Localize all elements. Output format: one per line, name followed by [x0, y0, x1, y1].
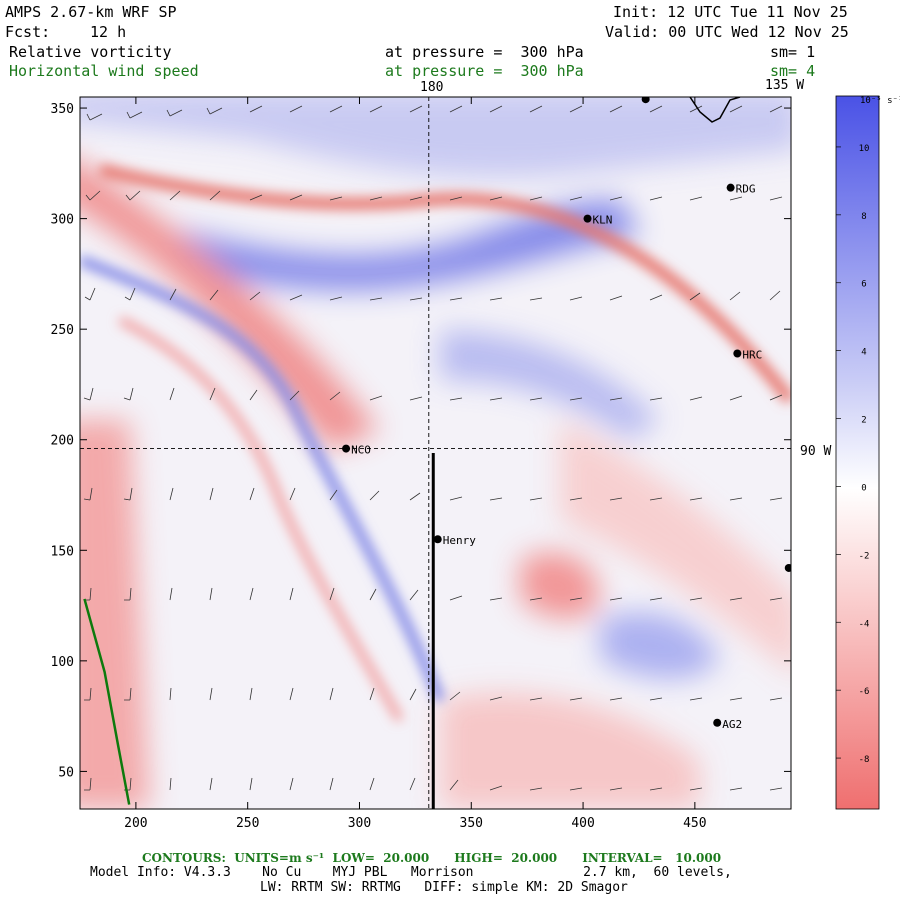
model-title: AMPS 2.67-km WRF SP [5, 3, 177, 21]
station-label: RDG [736, 183, 756, 196]
map-overlays: NCO Henry KLN RDG HRC AG2 [80, 97, 791, 809]
station-marker [583, 214, 592, 223]
coastline [689, 97, 741, 123]
y-tick-label: 200 [51, 434, 74, 449]
colorbar-tick-label: 8 [861, 212, 866, 222]
colorbar-tick-label: 6 [861, 280, 866, 290]
colorbar-tick-label: -2 [859, 551, 870, 561]
colorbar-tick-label: 10 [859, 144, 870, 154]
station-marker [713, 718, 722, 727]
init-time: Init: 12 UTC Tue 11 Nov 25 [613, 3, 848, 21]
vorticity-field: NCO Henry KLN RDG HRC AG2 [80, 97, 791, 809]
plot-frame [79, 96, 792, 810]
station-label: HRC [742, 348, 762, 361]
colorbar-tick-label: 4 [861, 348, 866, 358]
field1-name: Relative vorticity [9, 43, 172, 61]
forecast-hour: 12 h [90, 23, 127, 41]
station-marker [733, 349, 742, 358]
field1-level: at pressure = 300 hPa [385, 43, 584, 61]
y-tick-label: 250 [51, 323, 74, 338]
colorbar-tick-label: 0 [861, 483, 866, 493]
colorbar-tick-label: -8 [859, 755, 870, 765]
station-marker [342, 444, 351, 453]
x-tick-label: 400 [571, 816, 594, 831]
field2-smoothing: sm= 4 [770, 62, 816, 80]
station-marker [726, 183, 735, 192]
model-info: Model Info: V4.3.3 No Cu MYJ PBL Morriso… [90, 865, 732, 880]
x-tick-label: 200 [124, 816, 147, 831]
contour-info: CONTOURS: UNITS=m s⁻¹ LOW= 20.000 HIGH= … [142, 851, 722, 865]
lon-135w-label: 135 W [765, 78, 805, 93]
lon-180-label: 180 [420, 80, 444, 95]
valid-time: Valid: 00 UTC Wed 12 Nov 25 [605, 23, 849, 41]
forecast-label: Fcst: [5, 23, 51, 41]
station-label: KLN [593, 214, 613, 227]
field1-smoothing: sm= 1 [770, 43, 816, 61]
axes: 200 250 300 350 400 450 50 100 150 200 250 300 350 [51, 97, 791, 831]
y-tick-label: 350 [51, 102, 74, 117]
colorbar-unit: 10⁻⁵ s⁻¹ [860, 96, 900, 106]
colorbar-ticks: 10 8 6 4 2 0 -2 -4 -6 -8 [836, 144, 869, 765]
station-marker [641, 97, 650, 104]
colorbar-tick-label: 2 [861, 416, 866, 426]
field2-name: Horizontal wind speed [9, 62, 199, 80]
station-marker [784, 563, 791, 572]
y-tick-label: 50 [58, 765, 74, 780]
colorbar-tick-label: -6 [859, 687, 870, 697]
colorbar [835, 95, 880, 810]
station-label: AG2 [722, 718, 742, 731]
x-tick-label: 350 [460, 816, 483, 831]
y-tick-label: 150 [51, 544, 74, 559]
wind-speed-contour [83, 598, 131, 805]
x-tick-label: 300 [348, 816, 371, 831]
physics-info: LW: RRTM SW: RRTMG DIFF: simple KM: 2D S… [260, 880, 628, 895]
x-tick-label: 450 [683, 816, 706, 831]
colorbar-tick-label: -4 [859, 619, 870, 629]
field2-level: at pressure = 300 hPa [385, 62, 584, 80]
station-marker [433, 535, 442, 544]
x-tick-label: 250 [236, 816, 259, 831]
station-label: NCO [351, 444, 371, 457]
lon-90w-label: 90 W [800, 444, 832, 459]
wind-barbs [83, 105, 783, 791]
y-tick-label: 300 [51, 213, 74, 228]
station-label: Henry [443, 534, 476, 547]
y-tick-label: 100 [51, 655, 74, 670]
